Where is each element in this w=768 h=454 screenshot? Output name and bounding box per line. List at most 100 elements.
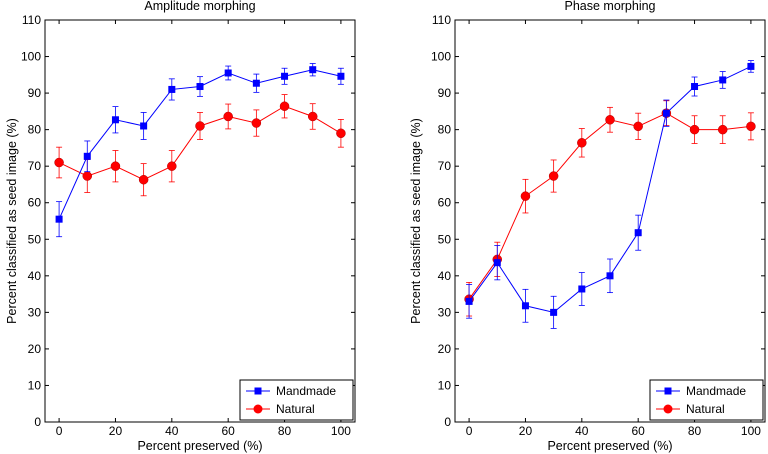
amplitude-morphing-panel: Amplitude morphing Percent preserved (%)… [5, 0, 356, 453]
legend-marker [254, 387, 262, 395]
data-point [691, 83, 699, 91]
data-point [577, 138, 587, 148]
legend-marker [663, 404, 673, 414]
data-point [281, 72, 289, 80]
data-point [662, 109, 670, 117]
legend-marker [253, 404, 263, 414]
data-point [548, 171, 559, 181]
data-point [606, 272, 614, 280]
chart-title: Amplitude morphing [144, 0, 255, 13]
data-point [110, 161, 121, 171]
series-mandmade [55, 63, 345, 238]
x-tick-label: 100 [331, 424, 351, 438]
legend-marker [664, 387, 672, 395]
y-tick-label: 100 [21, 50, 41, 64]
data-point [138, 174, 149, 185]
y-tick-label: 60 [438, 196, 452, 210]
data-point [140, 122, 148, 130]
chart-title: Phase morphing [564, 0, 655, 13]
data-point [252, 79, 260, 87]
y-tick-label: 50 [438, 232, 452, 246]
data-point [689, 124, 700, 135]
x-tick-label: 60 [222, 424, 236, 438]
data-point [550, 308, 558, 316]
data-point [493, 259, 501, 267]
data-point [605, 115, 615, 125]
series-mandmade [465, 60, 755, 329]
x-tick-label: 100 [741, 424, 761, 438]
data-point [746, 121, 756, 132]
y-axis-label: Percent classified as seed image (%) [5, 118, 19, 324]
data-point [223, 111, 233, 122]
data-point [309, 66, 317, 74]
legend-label: Natural [276, 402, 315, 416]
y-tick-label: 70 [28, 159, 42, 173]
y-tick-label: 50 [28, 232, 42, 246]
x-tick-label: 0 [56, 424, 63, 438]
data-point [224, 69, 232, 77]
legend-label: Natural [686, 402, 725, 416]
series-natural [54, 94, 346, 197]
y-tick-label: 110 [22, 13, 41, 27]
y-tick-label: 0 [444, 415, 451, 429]
y-tick-label: 70 [438, 159, 452, 173]
y-tick-label: 0 [34, 415, 41, 429]
data-point [336, 128, 346, 139]
y-tick-label: 90 [438, 86, 452, 100]
data-point [195, 121, 205, 131]
axes-frame [44, 19, 356, 423]
y-tick-label: 40 [438, 269, 452, 283]
x-tick-label: 40 [165, 424, 179, 438]
y-tick-label: 90 [28, 86, 42, 100]
axes-frame [454, 19, 766, 423]
data-point [307, 111, 318, 122]
legend: Mandmade Natural [649, 379, 764, 421]
y-tick-label: 110 [432, 13, 451, 27]
data-point [578, 285, 586, 293]
data-point [520, 191, 531, 201]
x-tick-label: 80 [688, 424, 702, 438]
y-tick-label: 60 [28, 196, 42, 210]
data-point [634, 229, 642, 237]
x-axis-label: Percent preserved (%) [547, 439, 672, 453]
x-tick-label: 80 [278, 424, 292, 438]
data-point [196, 83, 204, 91]
x-tick-label: 0 [466, 424, 473, 438]
x-axis-label: Percent preserved (%) [137, 439, 262, 453]
y-tick-label: 80 [28, 123, 42, 137]
y-axis-label: Percent classified as seed image (%) [409, 118, 423, 324]
data-point [55, 215, 63, 223]
y-tick-label: 10 [438, 378, 452, 392]
y-tick-label: 100 [431, 50, 451, 64]
x-tick-label: 20 [519, 424, 533, 438]
data-point [82, 171, 93, 181]
data-point [111, 116, 119, 124]
data-point [168, 85, 176, 93]
x-tick-label: 60 [632, 424, 646, 438]
y-tick-label: 40 [28, 269, 42, 283]
data-point [54, 157, 64, 168]
data-point [717, 124, 728, 135]
x-tick-label: 20 [109, 424, 123, 438]
data-point [251, 118, 262, 128]
data-point [521, 302, 529, 310]
data-point [747, 62, 755, 70]
y-tick-label: 20 [28, 342, 42, 356]
x-tick-label: 40 [575, 424, 589, 438]
phase-morphing-panel: Phase morphing Percent preserved (%) Per… [409, 0, 766, 453]
data-point [465, 297, 473, 305]
data-point [633, 121, 643, 132]
y-tick-label: 30 [28, 305, 42, 319]
data-point [279, 101, 290, 111]
legend-label: Mandmade [686, 384, 746, 398]
plot-area: 0 10 20 30 40 50 60 70 80 90 100 110 0 20 40 60 80 100 [431, 13, 766, 438]
y-tick-label: 30 [438, 305, 452, 319]
plot-area: 0 10 20 30 40 50 60 70 80 90 100 110 0 20 40 60 80 100 [21, 13, 356, 438]
data-point [719, 76, 727, 84]
data-point [167, 161, 177, 171]
data-point [337, 72, 345, 80]
y-tick-label: 10 [28, 378, 42, 392]
y-tick-label: 80 [438, 123, 452, 137]
legend: Mandmade Natural [239, 379, 354, 421]
